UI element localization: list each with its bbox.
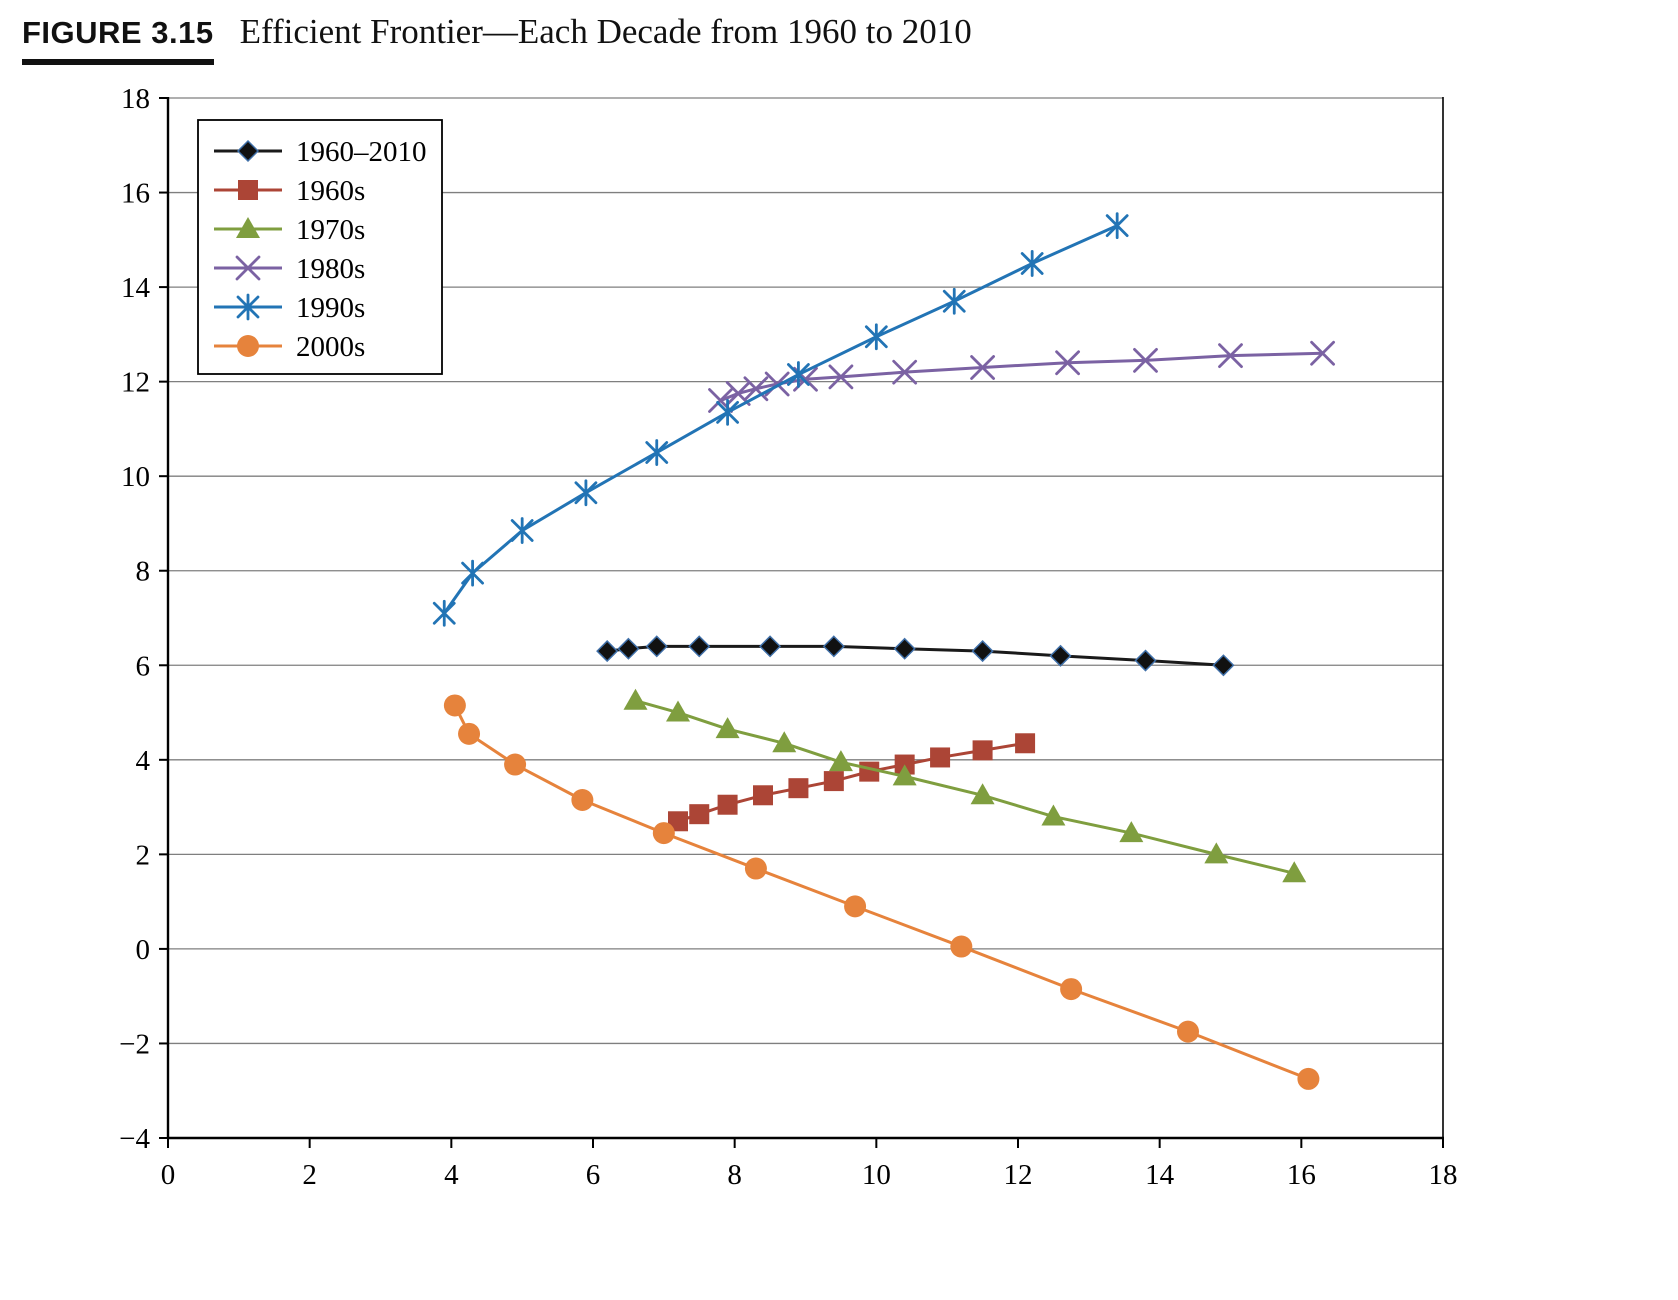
x-tick-label: 0 — [161, 1159, 176, 1191]
legend: 1960–2010 1960s 1970s 1980s 1990s 2000s — [197, 119, 443, 375]
x-tick-label: 10 — [862, 1159, 891, 1191]
legend-label: 1960s — [296, 175, 365, 207]
y-tick-label: −4 — [119, 1123, 150, 1155]
legend-label: 1990s — [296, 292, 365, 324]
legend-label: 2000s — [296, 331, 365, 363]
series-1990s — [432, 212, 1129, 627]
axes-frame — [166, 97, 1444, 1140]
series-1970s — [623, 688, 1307, 883]
x-tick-label: 16 — [1287, 1159, 1316, 1191]
x-tick-label: 18 — [1429, 1159, 1458, 1191]
x-tick-label: 8 — [727, 1159, 742, 1191]
y-tick-label: 14 — [121, 272, 151, 304]
series-1960-2010 — [596, 635, 1235, 677]
y-tick-label: 4 — [136, 745, 151, 777]
legend-label: 1980s — [296, 253, 365, 285]
y-tick-label: 6 — [136, 650, 151, 682]
legend-label: 1970s — [296, 214, 365, 246]
chart-area: 0 2 4 6 8 10 12 14 16 18 −4 −2 0 2 4 6 8 10 12 14 16 18 1960–2… — [0, 58, 1678, 1288]
y-tick-label: 16 — [121, 178, 150, 210]
axis-ticks-and-labels: 0 2 4 6 8 10 12 14 16 18 −4 −2 0 2 4 6 8 10 12 14 16 18 — [119, 83, 1457, 1191]
y-tick-label: 0 — [136, 934, 151, 966]
efficient-frontier-chart: 0 2 4 6 8 10 12 14 16 18 −4 −2 0 2 4 6 8 10 12 14 16 18 1960–2… — [119, 83, 1457, 1191]
x-tick-label: 2 — [302, 1159, 317, 1191]
series-2000s — [443, 694, 1320, 1090]
y-tick-label: 2 — [136, 839, 151, 871]
y-tick-label: 18 — [121, 83, 150, 115]
x-tick-label: 12 — [1004, 1159, 1033, 1191]
y-tick-label: −2 — [119, 1028, 150, 1060]
y-tick-label: 8 — [136, 556, 151, 588]
y-tick-label: 10 — [121, 461, 150, 493]
figure-header: FIGURE 3.15 Efficient Frontier—Each Deca… — [0, 0, 1678, 65]
y-tick-label: 12 — [121, 367, 150, 399]
x-tick-label: 4 — [444, 1159, 459, 1191]
x-tick-label: 14 — [1145, 1159, 1175, 1191]
figure-label: FIGURE 3.15 — [22, 15, 214, 65]
legend-label: 1960–2010 — [296, 136, 427, 168]
series-1980s — [708, 340, 1335, 413]
x-tick-label: 6 — [586, 1159, 601, 1191]
figure-title: Efficient Frontier—Each Decade from 1960… — [239, 12, 972, 51]
series-1960s — [668, 733, 1036, 832]
